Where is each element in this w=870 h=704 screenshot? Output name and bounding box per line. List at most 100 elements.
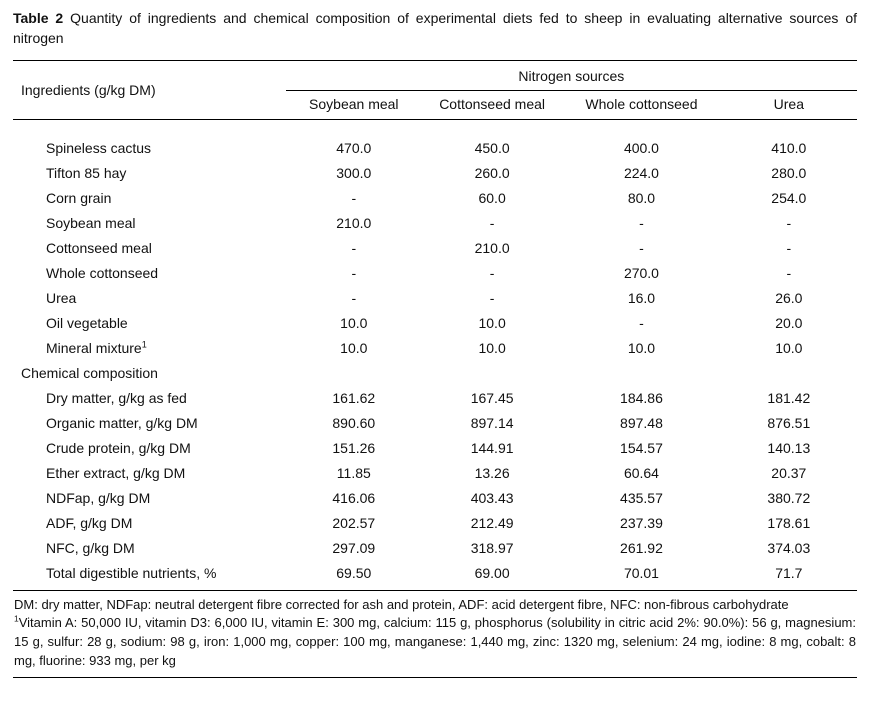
cell-value: 254.0 xyxy=(771,189,807,206)
cell-value: 10.0 xyxy=(478,314,506,331)
footnote: DM: dry matter, NDFap: neutral detergent… xyxy=(14,596,789,612)
row-label: Spineless cactus xyxy=(46,139,152,156)
cell-value: 11.85 xyxy=(336,464,371,481)
row-label: Organic matter, g/kg DM xyxy=(46,414,198,431)
cell-value: 202.57 xyxy=(332,514,376,531)
footnote-marker: 1 xyxy=(14,613,19,624)
row-label: Corn grain xyxy=(46,189,112,206)
cell-value: 10.0 xyxy=(775,339,803,356)
cell-value: 280.0 xyxy=(771,164,807,181)
cell-value: 890.60 xyxy=(332,414,376,431)
cell-value: 20.37 xyxy=(771,464,807,481)
cell-value: 400.0 xyxy=(623,139,659,156)
cell-value: 181.42 xyxy=(767,389,811,406)
row-label: Chemical composition xyxy=(21,364,158,381)
cell-value xyxy=(286,360,422,385)
cell-value: 380.72 xyxy=(767,489,811,506)
cell-value: 416.06 xyxy=(332,489,376,506)
cell-value: 897.14 xyxy=(470,414,514,431)
cell-value: 20.0 xyxy=(775,314,803,331)
cell-value: 10.0 xyxy=(340,339,368,356)
table-body: Spineless cactus 470.0 450.0 400.0 410.0 Tift… xyxy=(13,119,857,591)
table-row: Total digestible nutrients, % 69.50 69.00 7… xyxy=(13,560,857,591)
cell-value: 210.0 xyxy=(336,214,372,231)
row-label: Mineral mixture1 xyxy=(46,338,147,356)
table-row: Oil vegetable 10.0 10.0 - 20.0 xyxy=(13,310,857,335)
column-header: Soybean meal xyxy=(285,90,422,120)
cell-value: - xyxy=(351,289,357,306)
cell-value: 60.64 xyxy=(623,464,659,481)
cell-value: 70.01 xyxy=(562,560,721,591)
cell-value: 144.91 xyxy=(470,439,514,456)
row-label: Ether extract, g/kg DM xyxy=(46,464,186,481)
cell-value: - xyxy=(351,189,357,206)
cell-value: 26.0 xyxy=(775,289,803,306)
table-row: Urea - - 16.0 26.0 xyxy=(13,285,857,310)
cell-value: 151.26 xyxy=(332,439,376,456)
table-caption-label: Table 2 xyxy=(13,10,64,26)
group-header-row: Ingredients (g/kg DM) Nitrogen sources xyxy=(13,59,857,120)
table-row: ADF, g/kg DM 202.57 212.49 237.39 178.61 xyxy=(13,510,857,535)
table-row: Crude protein, g/kg DM 151.26 144.91 154.57… xyxy=(13,435,857,460)
row-label: Dry matter, g/kg as fed xyxy=(46,389,187,406)
cell-value: 69.50 xyxy=(285,560,422,591)
cell-value: 450.0 xyxy=(474,139,510,156)
table-row: Organic matter, g/kg DM 890.60 897.14 897.4… xyxy=(13,410,857,435)
cell-value: 71.7 xyxy=(720,560,857,591)
cell-value: 410.0 xyxy=(771,139,807,156)
cell-value: - xyxy=(351,239,357,256)
row-label: Oil vegetable xyxy=(46,314,128,331)
table-row: Chemical composition xyxy=(13,360,857,385)
cell-value: 154.57 xyxy=(620,439,663,456)
cell-value: - xyxy=(489,264,495,281)
table-row: Corn grain - 60.0 80.0 254.0 xyxy=(13,185,857,210)
table-row: Ether extract, g/kg DM 11.85 13.26 60.64 20.… xyxy=(13,460,857,485)
footnote-marker: 1 xyxy=(141,338,147,349)
cell-value: 210.0 xyxy=(474,239,510,256)
column-header: Urea xyxy=(720,90,857,120)
cell-value: 60.0 xyxy=(478,189,506,206)
cell-value: 13.26 xyxy=(474,464,510,481)
table-row: Spineless cactus 470.0 450.0 400.0 410.0 xyxy=(13,119,857,160)
cell-value: 69.00 xyxy=(421,560,563,591)
cell-value: 297.09 xyxy=(332,539,376,556)
column-header: Cottonseed meal xyxy=(421,90,563,120)
cell-value: 167.45 xyxy=(470,389,514,406)
row-label: Tifton 85 hay xyxy=(46,164,127,181)
cell-value: 10.0 xyxy=(340,314,368,331)
cell-value: - xyxy=(489,214,495,231)
cell-value: 16.0 xyxy=(627,289,656,306)
cell-value: - xyxy=(639,239,644,256)
cell-value: - xyxy=(639,214,644,231)
stub-header: Ingredients (g/kg DM) xyxy=(13,59,286,120)
table-row: Mineral mixture1 10.0 10.0 10.0 10.0 xyxy=(13,335,857,360)
table-caption: Table 2 Quantity of ingredients and chem… xyxy=(13,8,857,49)
table-row: Whole cottonseed - - 270.0 - xyxy=(13,260,857,285)
cell-value xyxy=(422,360,562,385)
cell-value: 80.0 xyxy=(627,189,656,206)
table-row: NDFap, g/kg DM 416.06 403.43 435.57 380.72 xyxy=(13,485,857,510)
column-header-row: Soybean meal Cottonseed meal Whole cottons… xyxy=(13,90,857,120)
cell-value: - xyxy=(786,239,792,256)
column-header: Whole cottonseed xyxy=(562,90,721,120)
table-row: Soybean meal 210.0 - - - xyxy=(13,210,857,235)
cell-value: - xyxy=(351,264,357,281)
cell-value: 184.86 xyxy=(620,389,663,406)
row-label: Crude protein, g/kg DM xyxy=(46,439,191,456)
cell-value: 237.39 xyxy=(620,514,663,531)
cell-value: - xyxy=(786,214,792,231)
cell-value: - xyxy=(489,289,495,306)
row-label: Total digestible nutrients, % xyxy=(13,560,286,591)
row-label: Soybean meal xyxy=(46,214,136,231)
table-row: NFC, g/kg DM 297.09 318.97 261.92 374.03 xyxy=(13,535,857,560)
row-label: Whole cottonseed xyxy=(46,264,159,281)
cell-value xyxy=(562,360,720,385)
cell-value: 318.97 xyxy=(470,539,514,556)
cell-value: 140.13 xyxy=(767,439,811,456)
cell-value: 10.0 xyxy=(627,339,656,356)
cell-value: 470.0 xyxy=(336,139,372,156)
cell-value: 178.61 xyxy=(767,514,811,531)
cell-value: 876.51 xyxy=(767,414,811,431)
table-header: Ingredients (g/kg DM) Nitrogen sources S… xyxy=(13,59,857,120)
cell-value: 897.48 xyxy=(620,414,663,431)
